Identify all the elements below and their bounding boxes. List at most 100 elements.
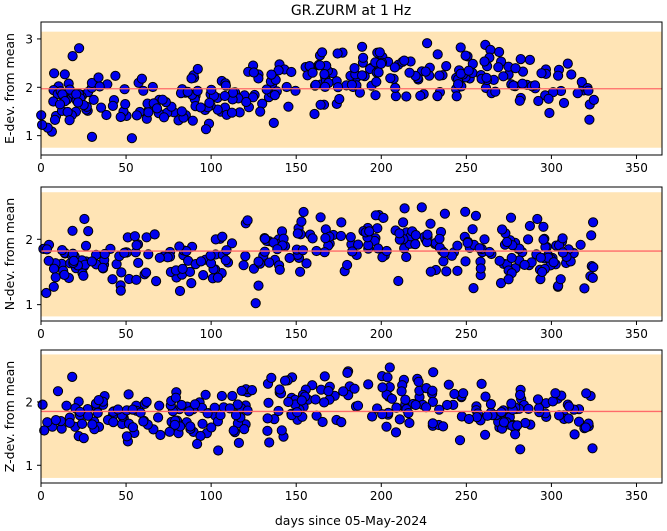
data-point bbox=[463, 65, 474, 76]
data-point bbox=[498, 71, 509, 82]
data-point bbox=[242, 405, 253, 416]
data-point bbox=[462, 237, 473, 248]
data-point bbox=[43, 255, 54, 266]
data-point bbox=[170, 392, 181, 403]
x-tick-label: 100 bbox=[200, 489, 223, 503]
x-tick-label: 0 bbox=[37, 161, 45, 175]
y-tick-label: 1 bbox=[25, 129, 33, 143]
data-point bbox=[74, 43, 85, 54]
data-point bbox=[154, 252, 165, 263]
data-point bbox=[153, 412, 164, 423]
x-axis-label: days since 05-May-2024 bbox=[275, 513, 427, 528]
data-point bbox=[479, 56, 490, 67]
data-point bbox=[544, 107, 555, 119]
data-point bbox=[227, 390, 238, 402]
data-point bbox=[555, 274, 566, 285]
data-point bbox=[297, 245, 308, 256]
data-point bbox=[241, 96, 252, 108]
data-point bbox=[129, 231, 140, 242]
data-point bbox=[213, 445, 224, 456]
data-point bbox=[334, 93, 345, 105]
data-point bbox=[226, 238, 238, 249]
data-point bbox=[587, 443, 598, 454]
data-point bbox=[460, 206, 471, 217]
x-tick-label: 200 bbox=[370, 327, 393, 341]
data-point bbox=[515, 54, 526, 65]
data-point bbox=[572, 88, 583, 99]
data-point bbox=[195, 256, 207, 267]
data-point bbox=[176, 399, 187, 411]
data-point bbox=[246, 385, 258, 396]
data-point bbox=[250, 298, 261, 309]
data-point bbox=[97, 262, 108, 273]
data-point bbox=[519, 259, 530, 270]
axes-frame bbox=[40, 186, 663, 322]
data-point bbox=[143, 249, 154, 260]
data-point bbox=[255, 106, 266, 117]
data-point bbox=[314, 60, 326, 71]
x-tick-label: 150 bbox=[285, 489, 308, 503]
data-point bbox=[295, 266, 306, 277]
data-point bbox=[228, 425, 239, 436]
data-point bbox=[421, 402, 432, 413]
data-point bbox=[147, 81, 158, 93]
data-point bbox=[262, 413, 273, 424]
data-point bbox=[427, 385, 438, 396]
data-point bbox=[67, 371, 78, 382]
data-point bbox=[79, 213, 90, 225]
data-point bbox=[296, 395, 307, 406]
data-point bbox=[385, 73, 396, 84]
data-point bbox=[177, 263, 188, 274]
chart-title: GR.ZURM at 1 Hz bbox=[291, 3, 411, 19]
data-point bbox=[548, 257, 559, 268]
data-point bbox=[586, 230, 597, 241]
data-point bbox=[384, 362, 395, 373]
data-point bbox=[363, 379, 374, 390]
data-point bbox=[458, 388, 469, 399]
data-point bbox=[332, 48, 343, 59]
data-point bbox=[206, 84, 217, 95]
data-point bbox=[307, 233, 318, 244]
data-point bbox=[422, 229, 433, 240]
data-point bbox=[59, 69, 70, 80]
data-point bbox=[441, 266, 452, 277]
data-point bbox=[524, 54, 536, 66]
data-point bbox=[133, 257, 144, 268]
data-point bbox=[123, 389, 134, 400]
data-point bbox=[506, 398, 517, 409]
data-point bbox=[71, 89, 82, 100]
data-point bbox=[427, 396, 438, 407]
axes-frame bbox=[40, 21, 663, 156]
data-point bbox=[220, 80, 231, 91]
data-point bbox=[52, 386, 64, 397]
data-point bbox=[381, 421, 392, 432]
data-point bbox=[253, 256, 264, 267]
data-point bbox=[442, 399, 453, 411]
data-point bbox=[396, 386, 407, 397]
data-point bbox=[92, 407, 103, 418]
data-point bbox=[460, 256, 471, 267]
data-point bbox=[338, 386, 349, 397]
data-point bbox=[354, 87, 365, 98]
data-point bbox=[197, 418, 208, 429]
data-point bbox=[453, 79, 464, 90]
data-point bbox=[217, 231, 228, 242]
data-point bbox=[569, 429, 580, 440]
data-point bbox=[515, 389, 526, 401]
data-point bbox=[557, 233, 568, 244]
data-point bbox=[580, 422, 591, 433]
data-point bbox=[192, 63, 203, 75]
data-point bbox=[532, 213, 543, 225]
data-point bbox=[428, 367, 439, 378]
data-point bbox=[319, 397, 330, 408]
data-point bbox=[259, 233, 271, 244]
data-point bbox=[216, 390, 227, 402]
data-point bbox=[425, 218, 436, 229]
x-tick-label: 250 bbox=[455, 489, 478, 503]
data-point bbox=[358, 52, 369, 63]
data-point bbox=[240, 251, 251, 262]
data-point bbox=[212, 272, 223, 283]
data-point bbox=[182, 86, 193, 98]
data-point bbox=[149, 229, 160, 240]
